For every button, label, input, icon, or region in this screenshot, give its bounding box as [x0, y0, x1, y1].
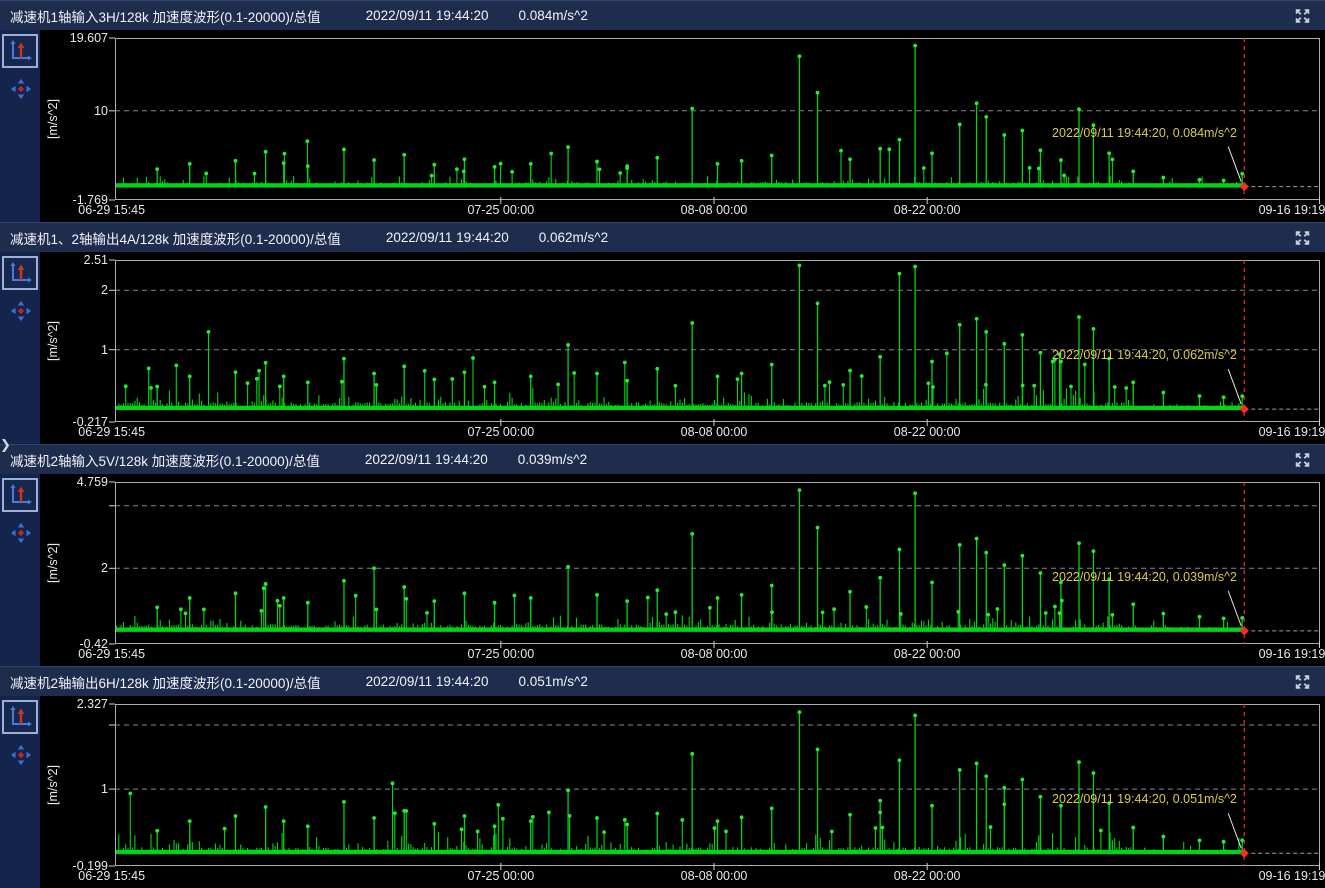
pan-button[interactable]: [9, 299, 33, 323]
panel-toolbar: [0, 252, 40, 444]
y-max-label: 4.759: [76, 475, 108, 489]
x-tick-label: 08-22 00:00: [893, 647, 961, 661]
cursor-value: 0.039m/s^2: [517, 452, 588, 467]
chart-panel-4: 减速机2轴输出6H/128k 加速度波形(0.1-20000)/总值 2022/…: [0, 666, 1325, 888]
panel-header: 减速机1、2轴输出4A/128k 加速度波形(0.1-20000)/总值 202…: [0, 222, 1325, 252]
y-grid-label: 10: [94, 103, 108, 118]
expand-icon[interactable]: [1291, 450, 1313, 470]
x-tick-label: 09-16 19:19: [1258, 869, 1325, 883]
channel-title: 减速机1轴输入3H/128k 加速度波形(0.1-20000)/总值: [10, 9, 321, 25]
panel-body: [m/s^2] 19.607 -1.769 06-29 15:45 07-25 0…: [0, 30, 1325, 222]
x-axis-labels: 06-29 15:45 07-25 00:00 08-08 00:00 08-22 0…: [0, 200, 1325, 222]
y-max-label: 19.607: [69, 31, 108, 45]
y-min-label: -1.769: [72, 193, 108, 207]
panel-body: [m/s^2] 4.759 -0.42 06-29 15:45 07-25 00:…: [0, 474, 1325, 666]
y-grid-label: 1: [101, 782, 108, 797]
pan-button[interactable]: [9, 743, 33, 767]
panel-body: [m/s^2] 2.327 -0.199 06-29 15:45 07-25 00…: [0, 696, 1325, 888]
pan-button[interactable]: [9, 521, 33, 545]
channel-title: 减速机2轴输入5V/128k 加速度波形(0.1-20000)/总值: [10, 453, 320, 469]
chart-panel-2: 减速机1、2轴输出4A/128k 加速度波形(0.1-20000)/总值 202…: [0, 222, 1325, 444]
panel-header: 减速机1轴输入3H/128k 加速度波形(0.1-20000)/总值 2022/…: [0, 0, 1325, 30]
x-tick-label: 08-22 00:00: [893, 425, 961, 439]
cursor-timestamp: 2022/09/11 19:44:20: [365, 8, 489, 23]
chart-panel-1: 减速机1轴输入3H/128k 加速度波形(0.1-20000)/总值 2022/…: [0, 0, 1325, 222]
x-tick-label: 06-29 15:45: [78, 203, 146, 217]
chart-panel-3: 减速机2轴输入5V/128k 加速度波形(0.1-20000)/总值 2022/…: [0, 444, 1325, 666]
cursor-annotation: 2022/09/11 19:44:20, 0.062m/s^2: [1052, 348, 1237, 362]
panel-toolbar: [0, 474, 40, 666]
sidebar-expand-chevron[interactable]: ❯: [0, 437, 11, 452]
y-max-label: 2.327: [76, 697, 108, 711]
x-tick-label: 08-22 00:00: [893, 869, 961, 883]
x-tick-label: 07-25 00:00: [467, 869, 535, 883]
y-min-label: -0.42: [79, 637, 109, 651]
cursor-timestamp: 2022/09/11 19:44:20: [385, 230, 509, 245]
panel-toolbar: [0, 30, 40, 222]
y-min-label: -0.199: [72, 859, 108, 873]
x-tick-label: 06-29 15:45: [78, 425, 146, 439]
panel-toolbar: [0, 696, 40, 888]
y-grid-label: 2: [101, 561, 108, 576]
x-axis-labels: 06-29 15:45 07-25 00:00 08-08 00:00 08-22 0…: [0, 866, 1325, 888]
x-tick-label: 08-08 00:00: [680, 869, 748, 883]
auto-scale-y-button[interactable]: [2, 34, 38, 68]
waveform-chart[interactable]: [109, 259, 1320, 426]
x-tick-label: 07-25 00:00: [467, 647, 535, 661]
waveform-chart[interactable]: [109, 703, 1320, 870]
expand-icon[interactable]: [1291, 228, 1313, 248]
cursor-timestamp: 2022/09/11 19:44:20: [364, 452, 488, 467]
y-axis-unit: [m/s^2]: [46, 99, 60, 139]
x-axis-labels: 06-29 15:45 07-25 00:00 08-08 00:00 08-22 0…: [0, 644, 1325, 666]
x-axis-labels: 06-29 15:45 07-25 00:00 08-08 00:00 08-22 0…: [0, 422, 1325, 444]
y-max-label: 2.51: [83, 253, 108, 267]
auto-scale-y-button[interactable]: [2, 700, 38, 734]
panel-header: 减速机2轴输入5V/128k 加速度波形(0.1-20000)/总值 2022/…: [0, 444, 1325, 474]
cursor-value: 0.051m/s^2: [518, 674, 588, 689]
expand-icon[interactable]: [1291, 6, 1313, 26]
y-grid-label: 2: [101, 283, 108, 298]
x-tick-label: 07-25 00:00: [467, 203, 535, 217]
cursor-value: 0.084m/s^2: [518, 8, 588, 23]
x-tick-label: 08-22 00:00: [893, 203, 961, 217]
auto-scale-y-button[interactable]: [2, 256, 38, 290]
x-tick-label: 08-08 00:00: [680, 425, 748, 439]
cursor-annotation: 2022/09/11 19:44:20, 0.084m/s^2: [1052, 126, 1237, 140]
x-tick-label: 07-25 00:00: [467, 425, 535, 439]
y-min-label: -0.217: [72, 415, 108, 429]
channel-title: 减速机1、2轴输出4A/128k 加速度波形(0.1-20000)/总值: [10, 231, 341, 247]
cursor-annotation: 2022/09/11 19:44:20, 0.039m/s^2: [1052, 570, 1237, 584]
cursor-timestamp: 2022/09/11 19:44:20: [365, 674, 489, 689]
auto-scale-y-button[interactable]: [2, 478, 38, 512]
panel-header: 减速机2轴输出6H/128k 加速度波形(0.1-20000)/总值 2022/…: [0, 666, 1325, 696]
cursor-value: 0.062m/s^2: [538, 230, 609, 245]
x-tick-label: 06-29 15:45: [78, 869, 146, 883]
x-tick-label: 09-16 19:19: [1258, 203, 1325, 217]
y-grid-label: 1: [101, 342, 108, 357]
x-tick-label: 08-08 00:00: [680, 203, 748, 217]
expand-icon[interactable]: [1291, 672, 1313, 692]
x-tick-label: 08-08 00:00: [680, 647, 748, 661]
waveform-chart[interactable]: [109, 37, 1320, 204]
x-tick-label: 09-16 19:19: [1258, 647, 1325, 661]
panel-body: [m/s^2] 2.51 -0.217 06-29 15:45 07-25 00:…: [0, 252, 1325, 444]
x-tick-label: 09-16 19:19: [1258, 425, 1325, 439]
pan-button[interactable]: [9, 77, 33, 101]
cursor-annotation: 2022/09/11 19:44:20, 0.051m/s^2: [1052, 792, 1237, 806]
waveform-chart[interactable]: [109, 481, 1320, 648]
x-tick-label: 06-29 15:45: [78, 647, 146, 661]
channel-title: 减速机2轴输出6H/128k 加速度波形(0.1-20000)/总值: [10, 675, 321, 691]
